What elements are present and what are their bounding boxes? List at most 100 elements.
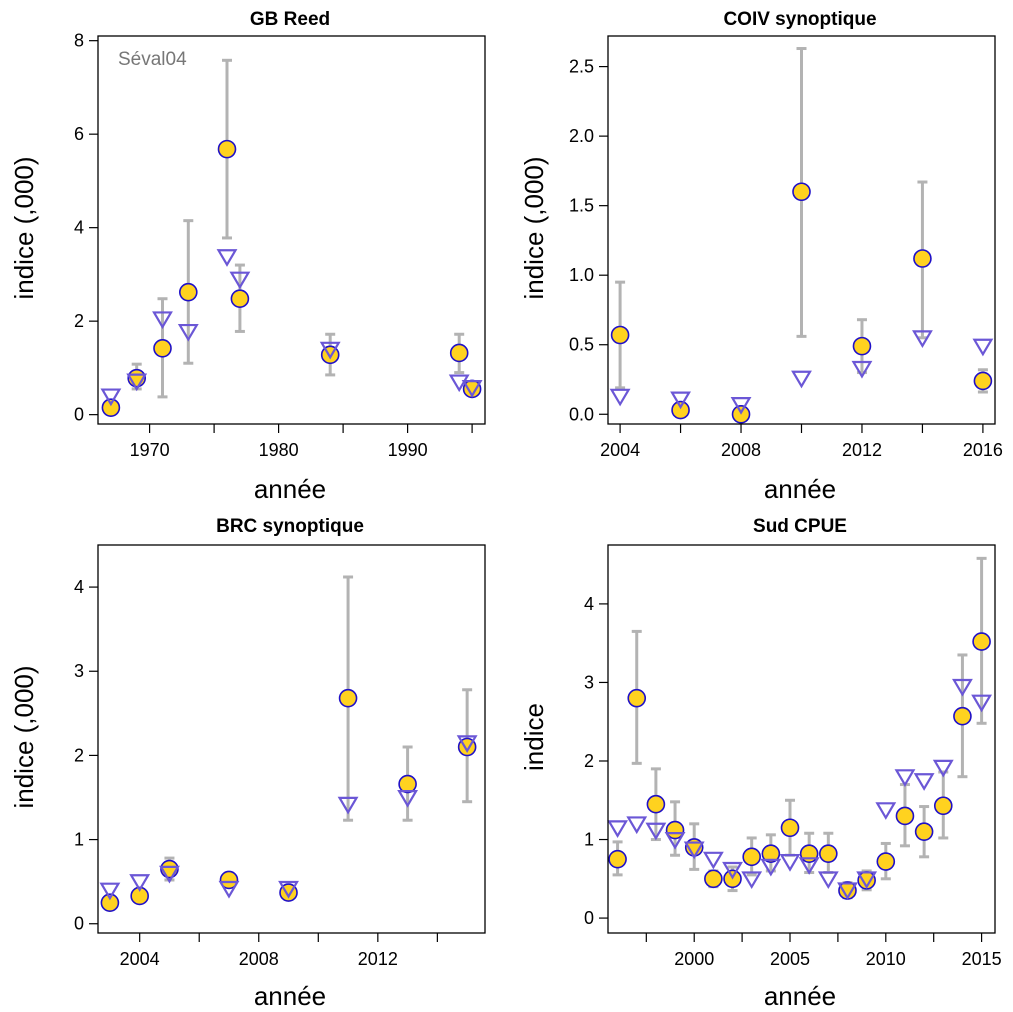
x-tick-label: 2015	[962, 949, 1002, 969]
fitted-triangle	[912, 330, 933, 349]
y-tick-label: 2	[584, 751, 594, 771]
fitted-triangle	[129, 874, 151, 892]
x-tick-label: 2010	[866, 949, 906, 969]
y-axis-label: indice	[519, 703, 549, 771]
fitted-triangle	[798, 857, 820, 875]
fitted-triangle	[664, 832, 686, 850]
fitted-triangle	[791, 370, 812, 389]
observed-point	[913, 249, 932, 268]
x-tick-label: 2008	[721, 440, 761, 460]
observed-point	[671, 400, 690, 420]
panel-brc-synoptique: BRC synoptique année indice (,000) 2004 2…	[9, 516, 486, 1011]
observed-point	[792, 182, 811, 202]
observed-point	[230, 289, 250, 309]
plot-frame	[97, 35, 486, 425]
fitted-triangle	[779, 854, 801, 872]
fitted-triangle	[278, 880, 299, 899]
observed-point	[973, 371, 993, 391]
y-tick-label: 1	[74, 830, 84, 850]
x-tick-label: 1990	[388, 440, 428, 460]
x-tick-label: 2012	[842, 440, 882, 460]
panel-sud-cpue: Sud CPUE année indice 2000 2005 2010 2015 0 1…	[519, 516, 1002, 1011]
fitted-triangle	[894, 769, 916, 787]
observed-point	[761, 844, 781, 863]
fitted-triangle	[607, 820, 629, 838]
observed-point	[972, 632, 991, 651]
fitted-triangle	[722, 861, 743, 880]
x-axis-label: année	[764, 981, 836, 1011]
fitted-triangle	[337, 796, 359, 815]
panel-title: Sud CPUE	[753, 516, 847, 537]
fitted-triangle	[461, 380, 483, 398]
fitted-triangle	[670, 391, 691, 410]
fitted-triangle	[609, 388, 631, 407]
fitted-triangle	[875, 802, 897, 820]
plot-frame	[607, 35, 996, 425]
observed-point	[608, 849, 627, 869]
panel-title: BRC synoptique	[216, 516, 364, 537]
y-tick-label: 0	[584, 908, 594, 928]
y-tick-label: 2.5	[569, 57, 594, 77]
axis-ticks: 1970 1980 1990 0 2 4 6 8	[74, 31, 473, 460]
fitted-triangle	[159, 865, 180, 884]
plot-frame	[607, 544, 996, 934]
observed-point	[852, 336, 872, 356]
observed-point	[953, 706, 972, 726]
fitted-triangle	[741, 871, 763, 890]
fitted-triangle	[319, 341, 341, 360]
y-tick-label: 0.0	[569, 404, 594, 424]
y-tick-label: 0.5	[569, 335, 594, 355]
observed-point	[646, 794, 666, 814]
data-marks	[609, 47, 994, 424]
y-tick-label: 2.0	[569, 126, 594, 146]
fitted-triangle	[683, 841, 705, 860]
axis-ticks: 2000 2005 2010 2015 0 1 2 3 4	[584, 594, 1002, 969]
fitted-triangle	[218, 880, 240, 899]
y-axis-label: indice (,000)	[9, 665, 39, 808]
y-axis-label: indice (,000)	[9, 156, 39, 299]
x-tick-label: 2000	[674, 949, 714, 969]
observed-point	[219, 870, 239, 890]
observed-point	[895, 806, 915, 826]
x-tick-label: 2016	[963, 440, 1003, 460]
x-tick-label: 2005	[770, 949, 810, 969]
panel-annotation: Séval04	[118, 49, 187, 70]
observed-point	[130, 886, 149, 906]
y-tick-label: 2	[74, 311, 84, 331]
fitted-triangle	[851, 360, 873, 379]
fitted-triangle	[99, 882, 121, 901]
fitted-triangle	[126, 373, 148, 392]
fitted-triangle	[932, 759, 954, 778]
observed-point	[799, 844, 819, 863]
observed-point	[742, 847, 761, 867]
fitted-triangle	[702, 851, 724, 870]
y-tick-label: 4	[584, 594, 594, 614]
fitted-triangle	[456, 735, 478, 754]
fitted-triangle	[952, 678, 973, 697]
x-tick-label: 1970	[130, 440, 170, 460]
x-tick-label: 2008	[239, 949, 279, 969]
y-tick-label: 1.0	[569, 265, 594, 285]
panel-title: GB Reed	[250, 9, 330, 30]
y-tick-label: 0	[74, 914, 84, 934]
fitted-triangle	[817, 871, 839, 890]
panel-gb-reed: GB Reed année indice (,000) Séval04 1970…	[9, 9, 486, 504]
x-axis-label: année	[764, 474, 836, 504]
fitted-triangle	[971, 694, 993, 713]
fitted-triangle	[913, 773, 935, 791]
observed-point	[101, 398, 121, 417]
fitted-triangle	[730, 397, 752, 415]
x-tick-label: 2012	[358, 949, 398, 969]
observed-point	[100, 893, 120, 913]
fitted-triangle	[397, 790, 419, 808]
fitted-triangle	[972, 338, 994, 357]
y-tick-label: 0	[74, 405, 84, 425]
fitted-triangle	[229, 271, 251, 290]
y-tick-label: 3	[74, 661, 84, 681]
observed-point	[665, 820, 685, 840]
observed-point	[914, 822, 934, 841]
axis-ticks: 2004 2008 2012 2016 0.0 0.5 1.0 1.5 2.0 2.5	[569, 57, 1003, 460]
data-marks	[100, 58, 483, 417]
observed-point	[819, 844, 838, 863]
x-tick-label: 2004	[600, 440, 640, 460]
